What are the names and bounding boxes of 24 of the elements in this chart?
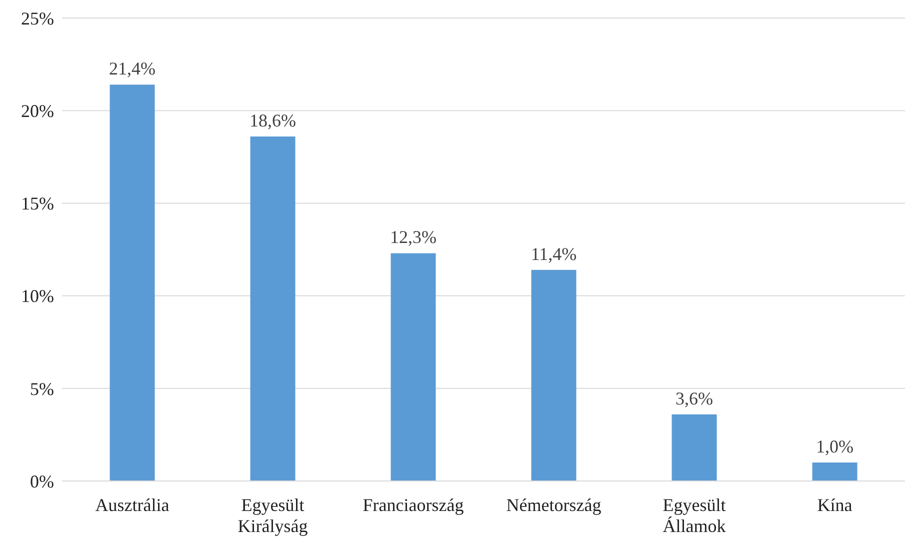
data-label: 11,4% — [530, 244, 577, 264]
data-label: 21,4% — [109, 58, 156, 79]
bar — [250, 136, 296, 481]
data-label: 18,6% — [250, 110, 296, 131]
x-tick-label: Kína — [817, 495, 852, 516]
y-tick-label: 5% — [30, 378, 54, 399]
y-tick-label: 0% — [30, 471, 54, 492]
y-tick-label: 10% — [21, 286, 54, 306]
bar — [672, 414, 717, 481]
x-tick-label: Egyesült Államok — [662, 495, 726, 536]
y-tick-label: 15% — [21, 194, 54, 214]
bar — [812, 462, 858, 481]
x-tick-label: Ausztrália — [95, 495, 170, 516]
data-label: 3,6% — [676, 388, 714, 408]
y-tick-label: 20% — [21, 100, 54, 121]
bar — [390, 253, 436, 481]
y-tick-label: 25% — [21, 8, 54, 28]
bar — [110, 84, 155, 481]
x-tick-label: Franciaország — [362, 495, 464, 516]
bar — [531, 270, 576, 481]
data-label: 12,3% — [390, 227, 437, 248]
x-tick-label: Egyesült Királyság — [238, 495, 308, 536]
data-label: 1,0% — [816, 436, 854, 456]
x-tick-label: Németország — [506, 495, 602, 516]
